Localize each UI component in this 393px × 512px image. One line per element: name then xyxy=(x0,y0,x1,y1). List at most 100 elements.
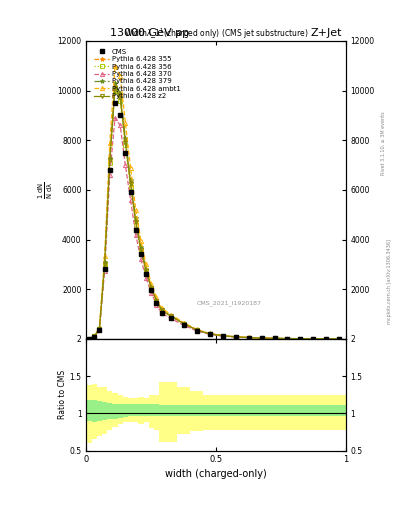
Pythia 6.428 355 xyxy=(107,157,112,163)
Pythia 6.428 379 xyxy=(259,335,264,341)
CMS xyxy=(182,322,186,328)
CMS xyxy=(149,287,154,293)
Pythia 6.428 z2 xyxy=(159,307,164,313)
Pythia 6.428 355 xyxy=(97,326,102,332)
Pythia 6.428 355 xyxy=(324,336,329,342)
Pythia 6.428 356 xyxy=(233,334,238,340)
Pythia 6.428 379 xyxy=(220,333,225,339)
Pythia 6.428 ambt1 xyxy=(97,325,102,331)
Line: Pythia 6.428 370: Pythia 6.428 370 xyxy=(87,116,342,341)
Pythia 6.428 379 xyxy=(92,333,97,339)
Pythia 6.428 356 xyxy=(168,313,173,319)
Pythia 6.428 370 xyxy=(208,331,212,337)
Pythia 6.428 355 xyxy=(149,285,154,291)
Pythia 6.428 356 xyxy=(195,327,199,333)
CMS xyxy=(128,189,133,196)
Pythia 6.428 z2 xyxy=(149,285,154,291)
Pythia 6.428 370 xyxy=(233,334,238,340)
Pythia 6.428 356 xyxy=(144,269,149,275)
CMS xyxy=(168,314,173,321)
Pythia 6.428 370 xyxy=(128,197,133,203)
Pythia 6.428 355 xyxy=(144,267,149,273)
Pythia 6.428 ambt1 xyxy=(195,326,199,332)
Pythia 6.428 ambt1 xyxy=(128,164,133,170)
Pythia 6.428 379 xyxy=(337,336,342,342)
Pythia 6.428 379 xyxy=(123,135,128,141)
Pythia 6.428 379 xyxy=(144,266,149,272)
Text: 13000 GeV pp: 13000 GeV pp xyxy=(110,28,189,38)
Pythia 6.428 379 xyxy=(298,335,303,342)
Text: Z+Jet: Z+Jet xyxy=(310,28,342,38)
Pythia 6.428 355 xyxy=(272,335,277,342)
Pythia 6.428 z2 xyxy=(208,331,212,337)
Text: CMS_2021_I1920187: CMS_2021_I1920187 xyxy=(196,300,262,306)
Pythia 6.428 355 xyxy=(154,297,159,304)
Pythia 6.428 z2 xyxy=(298,335,303,342)
Pythia 6.428 ambt1 xyxy=(182,319,186,326)
Pythia 6.428 379 xyxy=(208,331,212,337)
CMS xyxy=(102,266,107,272)
Pythia 6.428 356 xyxy=(133,222,138,228)
Pythia 6.428 z2 xyxy=(285,335,290,342)
CMS xyxy=(159,309,164,315)
Pythia 6.428 356 xyxy=(92,333,97,339)
Pythia 6.428 355 xyxy=(246,334,251,340)
Pythia 6.428 379 xyxy=(133,216,138,222)
Pythia 6.428 355 xyxy=(298,335,303,342)
Pythia 6.428 ambt1 xyxy=(337,336,342,342)
Line: Pythia 6.428 355: Pythia 6.428 355 xyxy=(87,83,342,341)
Pythia 6.428 370 xyxy=(285,335,290,342)
Pythia 6.428 ambt1 xyxy=(272,335,277,342)
CMS xyxy=(246,334,251,340)
Pythia 6.428 z2 xyxy=(139,247,143,253)
Pythia 6.428 370 xyxy=(149,290,154,296)
Pythia 6.428 356 xyxy=(102,263,107,269)
Pythia 6.428 379 xyxy=(107,155,112,161)
Pythia 6.428 356 xyxy=(113,88,118,94)
CMS xyxy=(92,334,97,340)
Pythia 6.428 355 xyxy=(168,313,173,319)
Pythia 6.428 379 xyxy=(285,335,290,342)
Line: Pythia 6.428 379: Pythia 6.428 379 xyxy=(87,81,342,341)
CMS xyxy=(337,336,342,342)
CMS xyxy=(272,335,277,342)
CMS xyxy=(144,271,149,278)
Pythia 6.428 370 xyxy=(113,115,118,121)
Pythia 6.428 z2 xyxy=(154,297,159,304)
Pythia 6.428 ambt1 xyxy=(87,336,92,342)
CMS xyxy=(133,226,138,232)
CMS xyxy=(285,335,290,342)
Pythia 6.428 z2 xyxy=(87,336,92,342)
Pythia 6.428 370 xyxy=(102,267,107,273)
Pythia 6.428 379 xyxy=(97,326,102,332)
Pythia 6.428 ambt1 xyxy=(102,252,107,259)
Pythia 6.428 ambt1 xyxy=(246,334,251,340)
Pythia 6.428 355 xyxy=(285,335,290,342)
Pythia 6.428 370 xyxy=(337,336,342,342)
Pythia 6.428 356 xyxy=(220,333,225,339)
CMS xyxy=(195,328,199,334)
Pythia 6.428 370 xyxy=(182,322,186,328)
Pythia 6.428 356 xyxy=(208,331,212,337)
Pythia 6.428 ambt1 xyxy=(159,305,164,311)
Pythia 6.428 ambt1 xyxy=(149,281,154,287)
Pythia 6.428 356 xyxy=(259,335,264,341)
Pythia 6.428 ambt1 xyxy=(259,335,264,341)
Pythia 6.428 379 xyxy=(233,334,238,340)
Pythia 6.428 z2 xyxy=(220,333,225,339)
Pythia 6.428 370 xyxy=(154,302,159,308)
Pythia 6.428 356 xyxy=(285,335,290,342)
CMS xyxy=(97,327,102,333)
Pythia 6.428 356 xyxy=(118,97,123,103)
Pythia 6.428 z2 xyxy=(233,334,238,340)
Line: Pythia 6.428 356: Pythia 6.428 356 xyxy=(87,89,342,341)
Pythia 6.428 355 xyxy=(220,333,225,339)
Pythia 6.428 370 xyxy=(272,335,277,342)
Pythia 6.428 379 xyxy=(182,320,186,326)
Pythia 6.428 356 xyxy=(128,184,133,190)
Pythia 6.428 379 xyxy=(128,177,133,183)
Pythia 6.428 379 xyxy=(113,80,118,86)
Pythia 6.428 ambt1 xyxy=(233,334,238,340)
Text: mcplots.cern.ch [arXiv:1306.3436]: mcplots.cern.ch [arXiv:1306.3436] xyxy=(387,239,391,324)
Pythia 6.428 z2 xyxy=(259,335,264,341)
